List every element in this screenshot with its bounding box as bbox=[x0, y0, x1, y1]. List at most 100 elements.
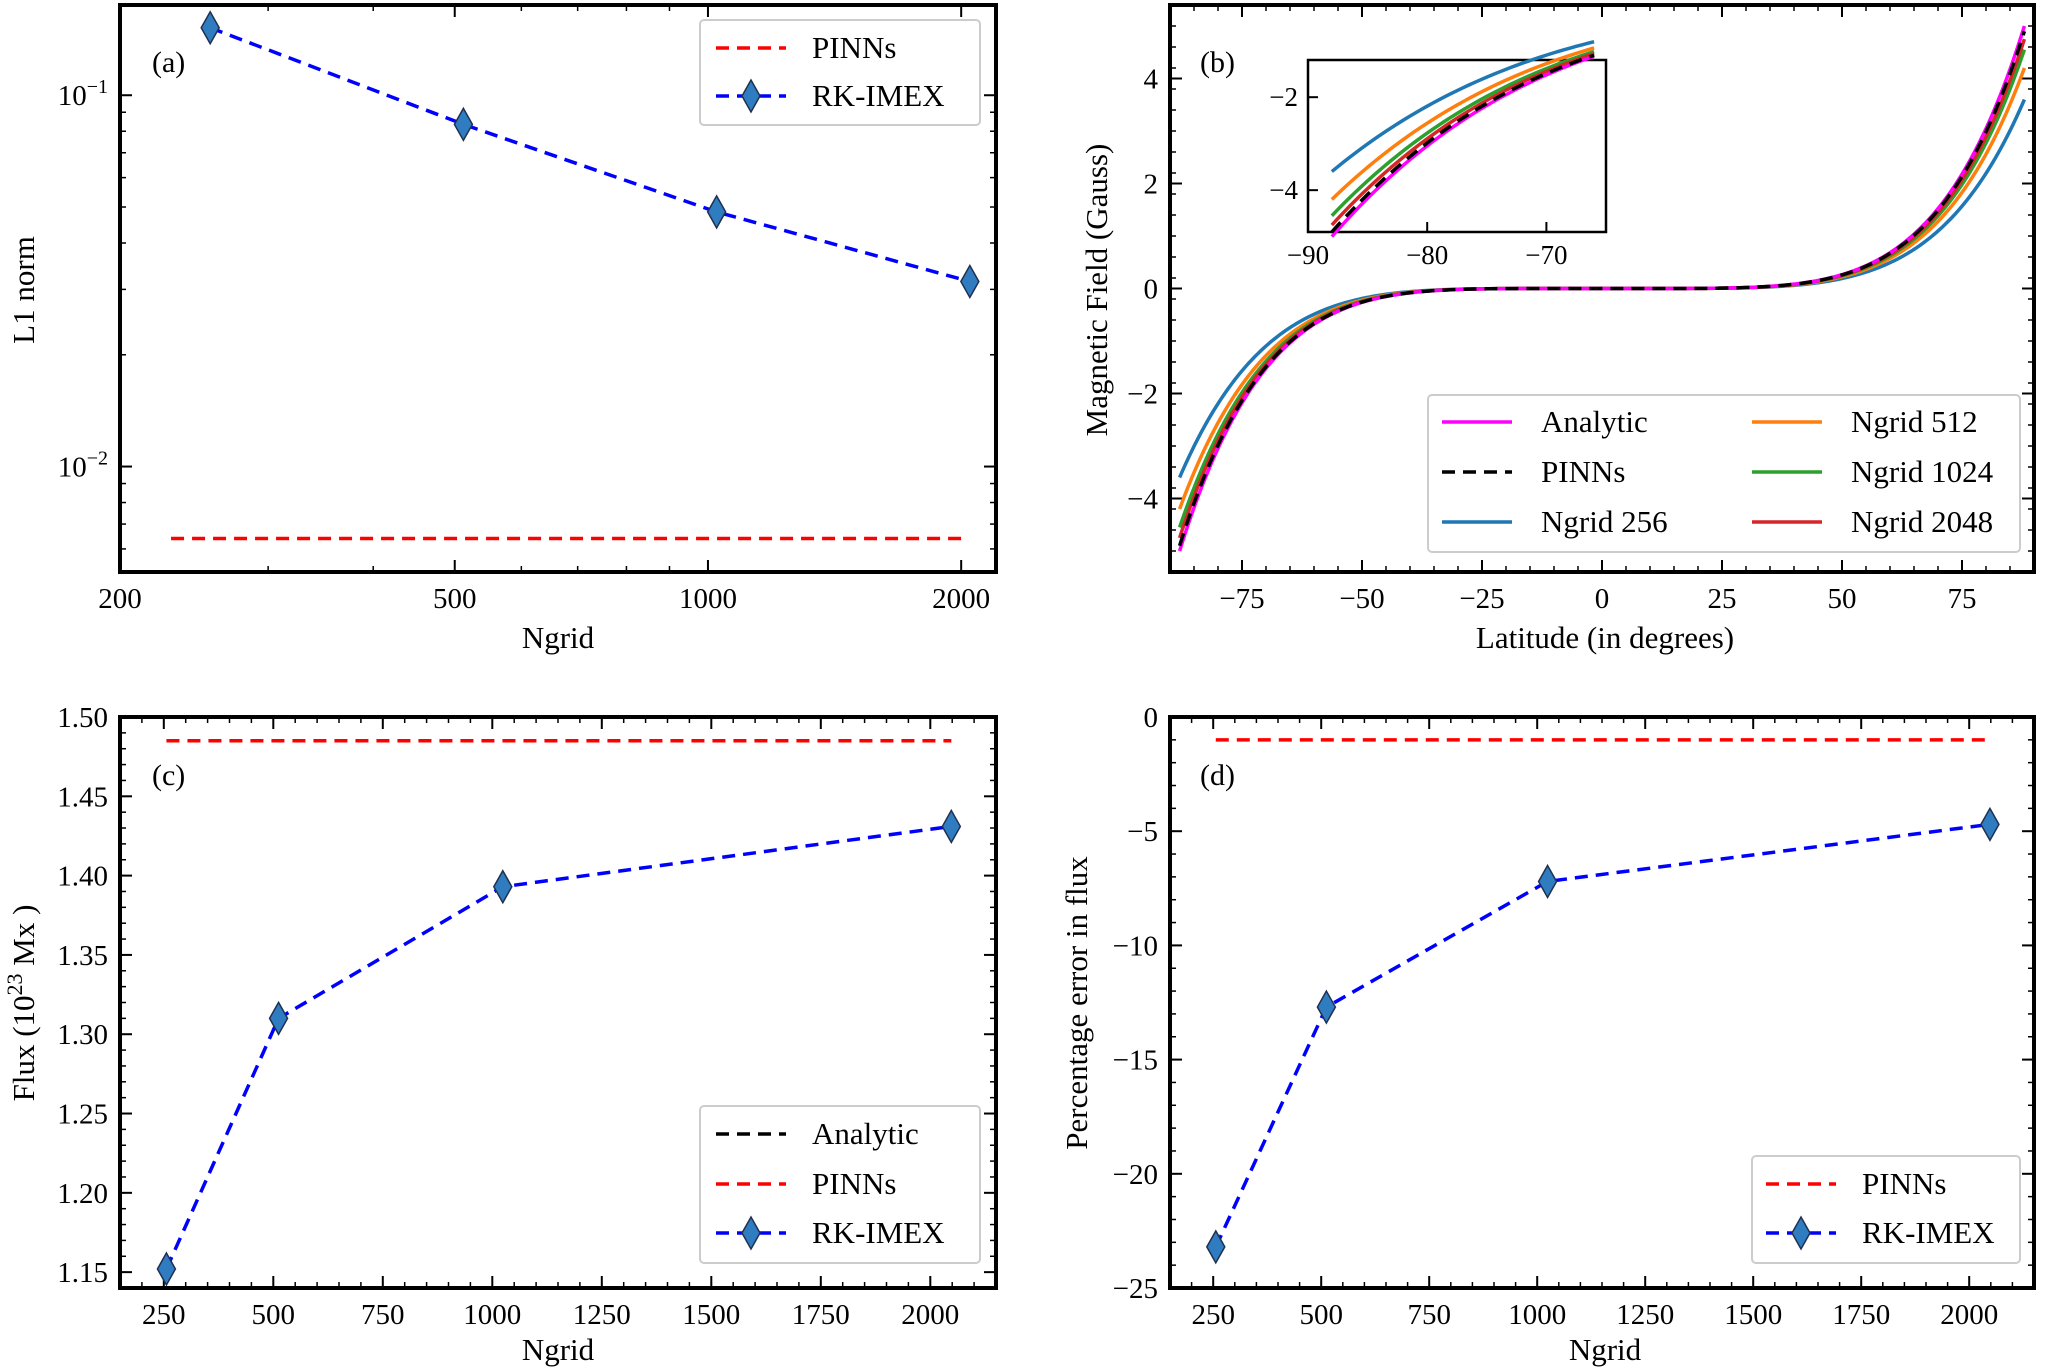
x-tick-label: 2000 bbox=[1940, 1299, 1998, 1331]
panel-a-tag: (a) bbox=[152, 46, 185, 79]
data-point-rk-imex bbox=[156, 1251, 177, 1287]
x-tick-label: −75 bbox=[1219, 583, 1264, 615]
inset-series-ngrid-2048 bbox=[1330, 52, 1595, 227]
panel-d-ylabel: Percentage error in flux bbox=[1059, 856, 1094, 1150]
inset-y-tick-label: −4 bbox=[1269, 175, 1298, 205]
y-tick-label: 10−1 bbox=[58, 76, 108, 112]
legend-box bbox=[1427, 394, 2021, 553]
panel-b-legend: Analytic PINNs Ngrid 256 Ngrid 512 Ngrid… bbox=[1427, 394, 2021, 553]
panel-c-ticks: 250 500 750 1000 1250 1500 1750 2000 1.15 1.20 1.2… bbox=[57, 702, 997, 1331]
legend-ngrid-256-label: Ngrid 256 bbox=[1541, 504, 1668, 539]
x-tick-label: 1500 bbox=[1724, 1299, 1782, 1331]
legend-ngrid-2048-label: Ngrid 2048 bbox=[1851, 504, 1993, 539]
inset-series-analytic bbox=[1330, 54, 1595, 238]
panel-a-frame bbox=[118, 3, 998, 574]
panel-c: 250 500 750 1000 1250 1500 1750 2000 1.15 1.20 1.2… bbox=[2, 702, 998, 1367]
x-tick-label: 1000 bbox=[1508, 1299, 1566, 1331]
panel-c-xlabel: Ngrid bbox=[522, 1332, 595, 1367]
x-tick-label: 75 bbox=[1948, 583, 1977, 615]
panel-a-ticks: 200 500 1000 2000 10−2 10−1 bbox=[58, 5, 996, 615]
y-tick-label: 1.45 bbox=[57, 781, 108, 813]
y-tick-label: 1.30 bbox=[57, 1019, 108, 1051]
x-tick-label: 200 bbox=[98, 583, 142, 615]
y-tick-label: 1.50 bbox=[57, 702, 108, 734]
legend-rkimex-marker bbox=[1791, 1215, 1811, 1251]
x-tick-label: 250 bbox=[142, 1299, 186, 1331]
legend-pinns-label: PINNs bbox=[1541, 454, 1625, 489]
inset-series-ngrid-256 bbox=[1330, 40, 1595, 173]
panel-c-tag: (c) bbox=[152, 759, 185, 792]
data-point-rk-imex bbox=[268, 1000, 289, 1036]
y-tick-label: −2 bbox=[1127, 379, 1158, 411]
y-tick-label: −25 bbox=[1113, 1273, 1158, 1305]
x-tick-label: 500 bbox=[433, 583, 477, 615]
data-point-rk-imex bbox=[1537, 863, 1558, 899]
y-tick-label: 2 bbox=[1144, 169, 1159, 201]
x-tick-label: 1750 bbox=[792, 1299, 850, 1331]
x-tick-label: 1750 bbox=[1832, 1299, 1890, 1331]
y-tick-label: −4 bbox=[1127, 484, 1158, 516]
inset-ticks: −90 −80 −70 −4 −2 bbox=[1269, 82, 1567, 270]
inset-y-tick-label: −2 bbox=[1269, 82, 1298, 112]
inset-series bbox=[1330, 40, 1595, 238]
x-tick-label: 500 bbox=[252, 1299, 296, 1331]
legend-pinns-label: PINNs bbox=[812, 1166, 896, 1201]
data-point-rk-imex bbox=[1316, 989, 1337, 1025]
x-tick-label: 250 bbox=[1191, 1299, 1235, 1331]
x-tick-label: 750 bbox=[361, 1299, 405, 1331]
panel-d-xlabel: Ngrid bbox=[1569, 1332, 1642, 1367]
data-point-rk-imex bbox=[453, 106, 474, 142]
legend-analytic-label: Analytic bbox=[812, 1116, 919, 1151]
inset-x-tick-label: −70 bbox=[1525, 240, 1567, 270]
data-point-rk-imex bbox=[200, 10, 221, 46]
x-tick-label: 0 bbox=[1595, 583, 1610, 615]
panel-a-legend: PINNs RK-IMEX bbox=[699, 19, 981, 126]
panel-b-tag: (b) bbox=[1200, 46, 1235, 79]
legend-analytic-label: Analytic bbox=[1541, 404, 1648, 439]
y-tick-label: −5 bbox=[1127, 816, 1158, 848]
y-tick-label: 10−2 bbox=[58, 448, 108, 484]
panel-d-tag: (d) bbox=[1200, 759, 1235, 792]
x-tick-label: −50 bbox=[1339, 583, 1384, 615]
legend-rkimex-marker bbox=[741, 1215, 761, 1251]
x-tick-label: 2000 bbox=[901, 1299, 959, 1331]
data-point-rk-imex bbox=[492, 869, 513, 905]
panel-d-series bbox=[1205, 738, 2000, 1265]
data-point-rk-imex bbox=[706, 194, 727, 230]
panel-a-xlabel: Ngrid bbox=[522, 620, 595, 655]
data-point-rk-imex bbox=[941, 808, 962, 844]
panel-d-ticks: 250 500 750 1000 1250 1500 1750 2000 −25 −20 −15 −1… bbox=[1113, 702, 2035, 1331]
legend-pinns-label: PINNs bbox=[1862, 1166, 1946, 1201]
series-rk-imex bbox=[164, 824, 952, 1270]
inset-x-tick-label: −80 bbox=[1406, 240, 1448, 270]
legend-rkimex-label: RK-IMEX bbox=[812, 1215, 945, 1250]
inset-frame bbox=[1306, 58, 1608, 234]
data-point-rk-imex bbox=[959, 263, 980, 300]
panel-d-legend: PINNs RK-IMEX bbox=[1751, 1155, 2021, 1264]
panel-c-legend: Analytic PINNs RK-IMEX bbox=[699, 1105, 981, 1264]
x-tick-label: 500 bbox=[1299, 1299, 1343, 1331]
y-tick-label: 1.15 bbox=[57, 1257, 108, 1289]
x-tick-label: 25 bbox=[1708, 583, 1737, 615]
x-tick-label: 750 bbox=[1407, 1299, 1451, 1331]
panel-b-inset: −90 −80 −70 −4 −2 bbox=[1269, 40, 1608, 270]
inset-series-ngrid-512 bbox=[1330, 46, 1595, 201]
legend-box bbox=[699, 1105, 981, 1264]
panel-a-series bbox=[171, 10, 980, 541]
series-rk-imex bbox=[1214, 822, 1991, 1248]
legend-rkimex-label: RK-IMEX bbox=[812, 78, 945, 113]
y-tick-label: −20 bbox=[1113, 1159, 1158, 1191]
data-point-rk-imex bbox=[1205, 1229, 1226, 1265]
panel-c-series bbox=[156, 715, 962, 1287]
x-tick-label: 1500 bbox=[682, 1299, 740, 1331]
y-tick-label: 0 bbox=[1144, 702, 1159, 734]
panel-b-ylabel: Magnetic Field (Gauss) bbox=[1079, 144, 1114, 437]
panel-d: 250 500 750 1000 1250 1500 1750 2000 −25 −20 −15 −1… bbox=[1059, 702, 2036, 1367]
series-pinns bbox=[1177, 30, 2027, 547]
x-tick-label: 1000 bbox=[679, 583, 737, 615]
x-tick-label: 1250 bbox=[573, 1299, 631, 1331]
y-tick-label: 1.20 bbox=[57, 1178, 108, 1210]
y-tick-label: 0 bbox=[1144, 274, 1159, 306]
x-tick-label: 2000 bbox=[932, 583, 990, 615]
y-tick-label: 4 bbox=[1144, 64, 1159, 96]
